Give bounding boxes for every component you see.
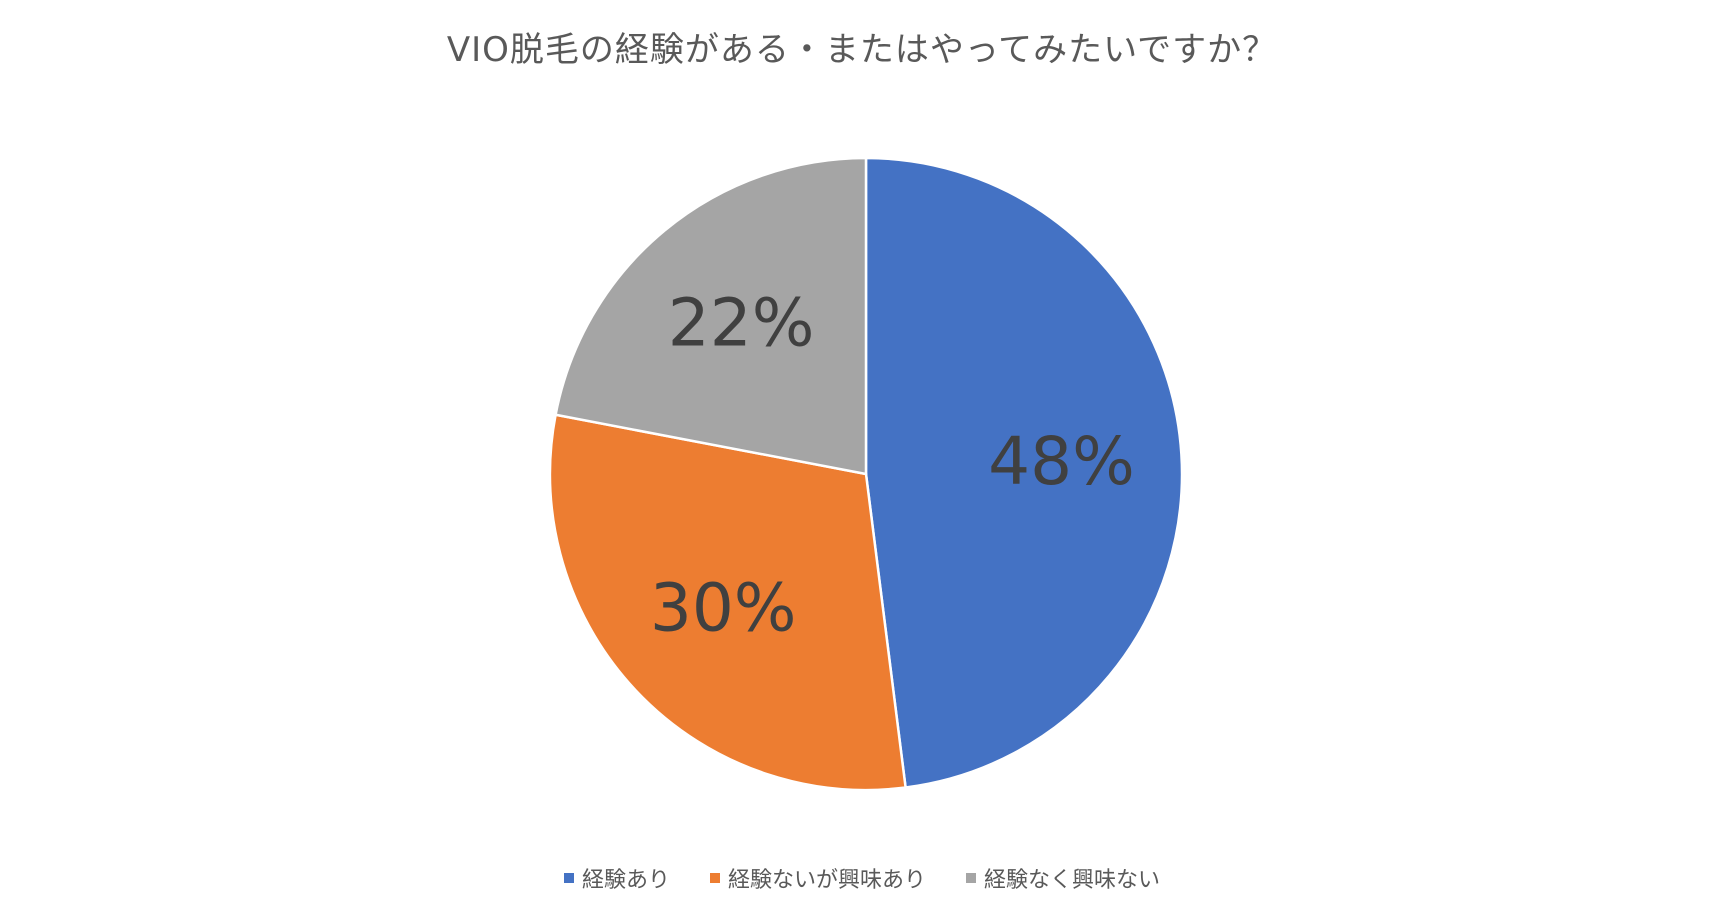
chart-legend: 経験あり 経験ないが興味あり 経験なく興味ない	[0, 862, 1724, 894]
pie-slice-2	[548, 413, 908, 792]
legend-label: 経験ないが興味あり	[727, 868, 926, 893]
legend-label: 経験あり	[581, 868, 670, 893]
data-label-3: 22%	[668, 285, 815, 362]
pie-slice-3	[554, 156, 868, 476]
legend-swatch	[966, 873, 976, 883]
legend-swatch	[563, 873, 574, 883]
chart-title: VIO脱毛の経験がある・またはやってみたいですか？	[446, 30, 1278, 70]
legend-item: 経験ないが興味あり	[709, 862, 926, 894]
pie-slice-1	[864, 156, 1184, 789]
data-label-1: 48%	[988, 423, 1135, 500]
legend-swatch	[709, 873, 720, 883]
legend-item: 経験なく興味ない	[966, 862, 1160, 894]
data-label-2: 30%	[650, 570, 797, 647]
legend-item: 経験あり	[563, 862, 670, 894]
legend-label: 経験なく興味ない	[984, 868, 1161, 893]
